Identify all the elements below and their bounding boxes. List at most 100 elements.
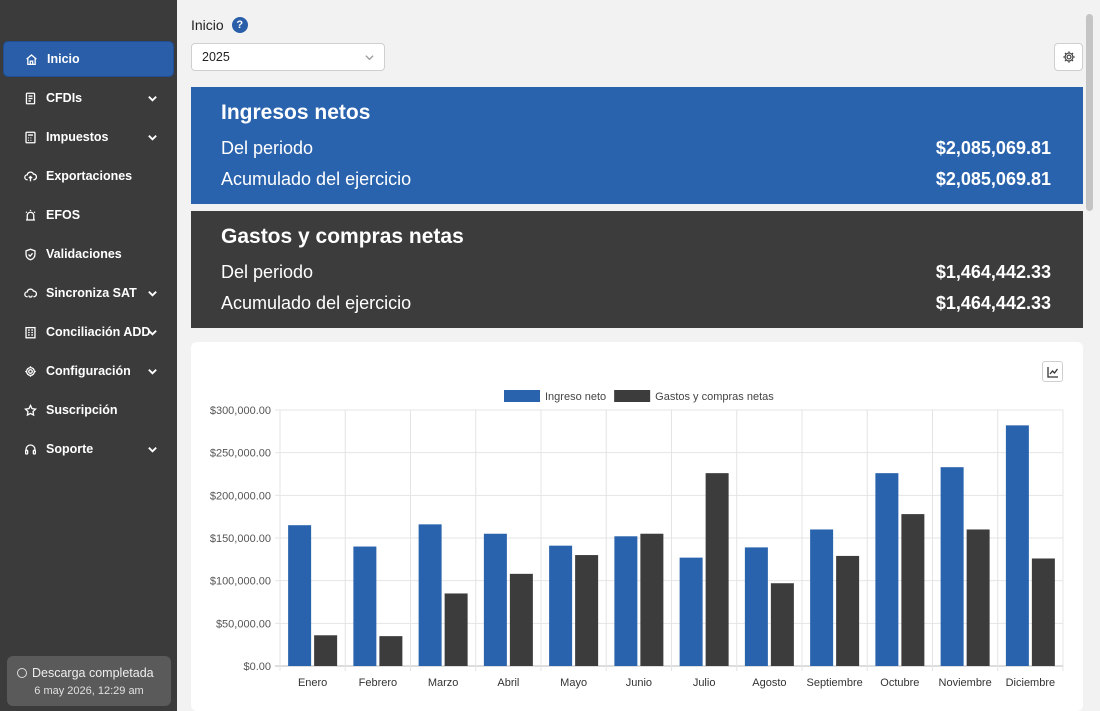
sidebar-item-cfdis[interactable]: CFDIs [3, 80, 174, 116]
bar-ingreso-septiembre [810, 529, 834, 666]
bar-gasto-enero [314, 635, 338, 666]
income-title: Ingresos netos [221, 101, 371, 124]
year-select[interactable]: 2025 [191, 43, 385, 71]
settings-button[interactable] [1054, 43, 1083, 71]
y-tick-label: $0.00 [243, 661, 271, 673]
sidebar-item-efos[interactable]: EFOS [3, 197, 174, 233]
income-period-value: $2,085,069.81 [935, 138, 1051, 158]
income-summary-card: Ingresos netos Del periodo $2,085,069.81… [191, 87, 1083, 204]
sidebar-item-soporte[interactable]: Soporte [3, 431, 174, 467]
expense-title: Gastos y compras netas [221, 225, 464, 248]
sidebar-item-label: Inicio [47, 52, 80, 66]
legend-label: Ingreso neto [545, 391, 606, 403]
sidebar-item-label: Suscripción [46, 403, 118, 417]
bar-ingreso-marzo [418, 524, 442, 666]
sidebar-item-inicio[interactable]: Inicio [3, 41, 174, 77]
sidebar-item-sincroniza-sat[interactable]: Sincroniza SAT [3, 275, 174, 311]
y-tick-label: $300,000.00 [210, 405, 271, 417]
bar-gasto-mayo [575, 555, 599, 666]
legend-swatch [504, 390, 540, 402]
line-chart-icon [1046, 366, 1058, 378]
x-tick-label: Noviembre [939, 677, 992, 689]
status-circle-icon [17, 668, 27, 678]
legend-label: Gastos y compras netas [655, 391, 774, 403]
home-icon [24, 52, 38, 66]
document-icon [23, 91, 37, 105]
sidebar-item-label: Soporte [46, 442, 94, 456]
help-icon[interactable]: ? [231, 17, 248, 33]
download-status-text: Descarga completada [32, 666, 154, 680]
sidebar-item-configuracion[interactable]: Configuración [3, 353, 174, 389]
headset-icon [23, 442, 37, 456]
sidebar-item-exportaciones[interactable]: Exportaciones [3, 158, 174, 194]
x-tick-label: Septiembre [806, 677, 862, 689]
expense-period-value: $1,464,442.33 [935, 262, 1051, 282]
chevron-down-icon [147, 288, 158, 299]
calculator-icon [23, 130, 37, 144]
income-period-label: Del periodo [221, 138, 314, 158]
gear-icon [1062, 51, 1075, 63]
sidebar-item-label: CFDIs [46, 91, 83, 105]
income-year-label: Acumulado del ejercicio [221, 169, 412, 189]
sidebar-item-suscripcion[interactable]: Suscripción [3, 392, 174, 428]
bar-ingreso-diciembre [1005, 425, 1029, 666]
year-select-value: 2025 [202, 50, 230, 64]
legend-swatch [614, 390, 651, 402]
main-scrollbar[interactable] [1086, 14, 1093, 211]
y-tick-label: $50,000.00 [216, 618, 271, 630]
expense-year-label: Acumulado del ejercicio [221, 293, 412, 313]
x-tick-label: Junio [626, 677, 652, 689]
sidebar-item-conciliacion-add[interactable]: Conciliación ADD [3, 314, 174, 350]
shield-check-icon [23, 247, 37, 261]
page-title: Inicio ? [191, 17, 248, 33]
sidebar-item-label: Validaciones [46, 247, 122, 261]
chevron-down-icon [364, 52, 375, 63]
alert-icon [23, 208, 37, 222]
expense-year-value: $1,464,442.33 [935, 293, 1051, 313]
x-tick-label: Febrero [359, 677, 398, 689]
x-tick-label: Agosto [752, 677, 786, 689]
sidebar-item-impuestos[interactable]: Impuestos [3, 119, 174, 155]
income-year-value: $2,085,069.81 [935, 169, 1051, 189]
bar-ingreso-noviembre [940, 467, 964, 666]
chevron-down-icon [147, 444, 158, 455]
building-icon [23, 325, 37, 339]
cloud-upload-icon [23, 169, 37, 183]
bar-ingreso-febrero [353, 546, 377, 666]
bar-gasto-junio [640, 533, 664, 666]
bar-ingreso-octubre [875, 473, 899, 666]
bar-gasto-noviembre [966, 529, 990, 666]
bar-ingreso-abril [483, 533, 507, 666]
chart-type-button[interactable] [1042, 361, 1063, 382]
chevron-down-icon [147, 93, 158, 104]
x-tick-label: Abril [497, 677, 519, 689]
y-tick-label: $200,000.00 [210, 490, 271, 502]
bar-ingreso-enero [288, 525, 312, 666]
sidebar-item-validaciones[interactable]: Validaciones [3, 236, 174, 272]
sidebar: Inicio CFDIs Impuestos Exportaciones EFOS Val… [0, 0, 177, 711]
bar-gasto-julio [705, 473, 729, 666]
x-tick-label: Enero [298, 677, 327, 689]
bar-ingreso-julio [679, 557, 703, 666]
sidebar-item-label: Impuestos [46, 130, 109, 144]
sidebar-item-label: EFOS [46, 208, 81, 222]
bar-gasto-agosto [770, 583, 794, 666]
bar-gasto-febrero [379, 636, 403, 666]
cloud-sync-icon [23, 286, 37, 300]
chevron-down-icon [147, 327, 158, 338]
y-tick-label: $250,000.00 [210, 448, 271, 460]
page-title-text: Inicio [191, 17, 224, 33]
star-icon [23, 403, 37, 417]
chevron-down-icon [147, 132, 158, 143]
bar-ingreso-mayo [549, 545, 573, 666]
sidebar-nav: Inicio CFDIs Impuestos Exportaciones EFOS Val… [0, 41, 177, 470]
x-tick-label: Diciembre [1006, 677, 1056, 689]
x-tick-label: Octubre [880, 677, 919, 689]
bar-gasto-abril [509, 573, 533, 666]
x-tick-label: Marzo [428, 677, 459, 689]
x-tick-label: Julio [693, 677, 716, 689]
sidebar-item-label: Configuración [46, 364, 131, 378]
sidebar-item-label: Exportaciones [46, 169, 133, 183]
download-status: Descarga completada [17, 666, 154, 680]
y-tick-label: $100,000.00 [210, 576, 271, 588]
